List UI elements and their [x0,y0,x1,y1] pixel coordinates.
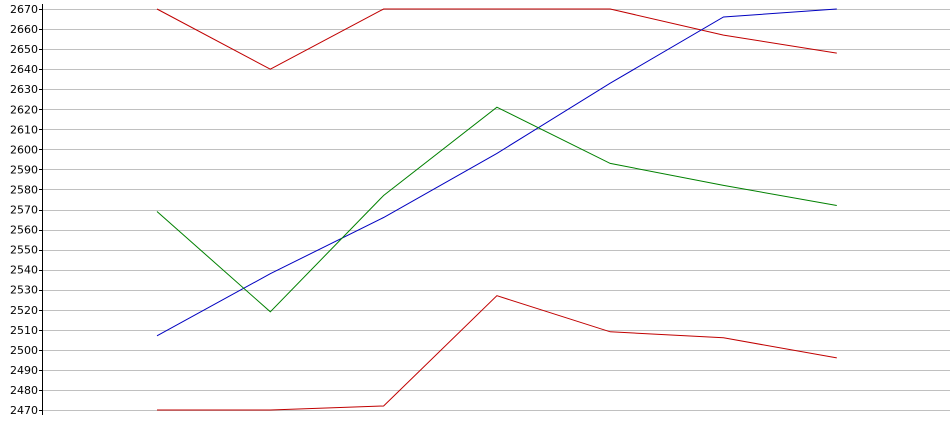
axes [39,4,43,415]
series-line-3 [156,106,837,313]
y-tick-label: 2560 [10,224,38,237]
y-tick-label: 2580 [10,183,38,196]
series-line-1 [156,8,837,70]
y-tick-label: 2640 [10,63,38,76]
y-tick-label: 2490 [10,364,38,377]
y-tick-labels: 2470 2480 2490 2500 2510 2520 2530 2540 2550 2560… [10,3,38,417]
y-tick-label: 2620 [10,103,38,116]
y-tick-label: 2500 [10,344,38,357]
y-tick-label: 2470 [10,404,38,417]
y-tick-label: 2540 [10,264,38,277]
y-tick-label: 2590 [10,163,38,176]
y-tick-label: 2660 [10,23,38,36]
series-lines [156,8,837,411]
y-tick-label: 2550 [10,244,38,257]
y-tick-label: 2630 [10,83,38,96]
y-tick-label: 2510 [10,324,38,337]
y-tick-label: 2600 [10,143,38,156]
y-tick-label: 2520 [10,304,38,317]
series-line-4 [157,295,837,411]
y-tick-label: 2650 [10,43,38,56]
y-tick-label: 2670 [10,3,38,16]
gridlines [42,9,950,411]
series-line-2 [156,8,837,337]
y-tick-label: 2530 [10,284,38,297]
y-tick-label: 2480 [10,384,38,397]
y-tick-label: 2570 [10,204,38,217]
y-tick-label: 2610 [10,123,38,136]
